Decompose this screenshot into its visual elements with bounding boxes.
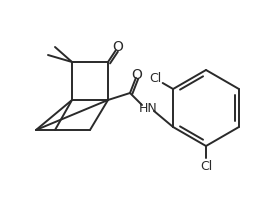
Text: O: O xyxy=(113,40,123,54)
Text: O: O xyxy=(132,68,143,82)
Text: HN: HN xyxy=(139,102,157,115)
Text: Cl: Cl xyxy=(200,160,212,173)
Text: Cl: Cl xyxy=(149,72,161,85)
